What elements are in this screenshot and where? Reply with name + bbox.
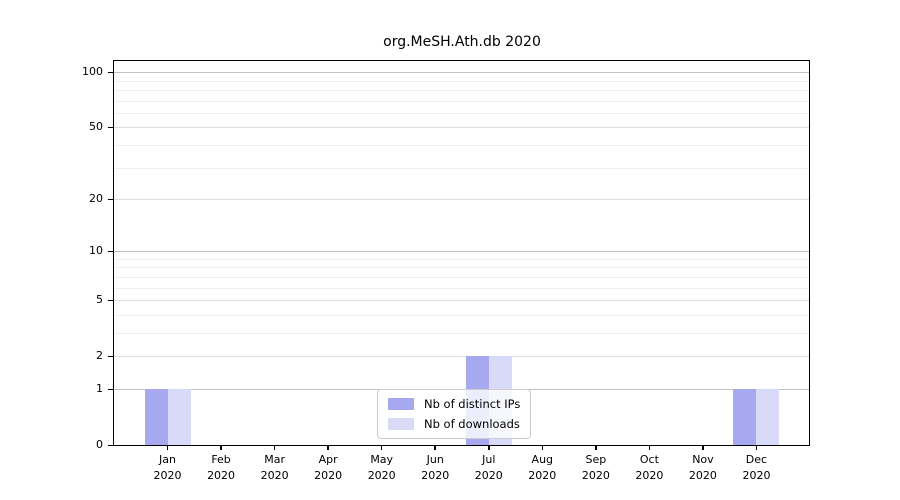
y-tick-mark	[108, 71, 113, 74]
gridline	[114, 72, 810, 74]
month-label: Mar	[264, 453, 285, 466]
x-tick-label: Sep 2020	[568, 452, 624, 483]
bar-distinct-ips	[144, 389, 168, 445]
y-tick-mark	[108, 388, 113, 390]
year-label: 2020	[153, 468, 182, 482]
y-tick-label: 2	[96, 349, 103, 363]
bar-downloads	[756, 389, 780, 445]
year-label: 2020	[421, 468, 450, 482]
y-tick-label: 50	[89, 120, 103, 134]
x-tick-label: Apr 2020	[300, 452, 356, 483]
x-tick-mark	[273, 445, 276, 450]
gridline-minor	[114, 89, 810, 91]
gridline-minor	[114, 100, 810, 102]
year-label: 2020	[581, 468, 610, 482]
y-tick-label: 0	[96, 438, 103, 451]
x-tick-label: Oct 2020	[621, 452, 677, 483]
y-tick-label: 10	[89, 244, 103, 258]
x-tick-mark	[541, 445, 544, 450]
gridline	[114, 199, 810, 201]
x-tick-mark	[166, 445, 169, 450]
gridline	[114, 356, 810, 358]
x-tick-label: Jan 2020	[140, 452, 196, 483]
gridline-minor	[114, 80, 810, 82]
x-tick-mark	[702, 445, 704, 450]
legend-item-downloads: Nb of downloads	[388, 417, 520, 431]
x-tick-label: Feb 2020	[193, 452, 249, 483]
y-tick-mark	[108, 355, 113, 358]
legend-label-distinct-ips: Nb of distinct IPs	[424, 397, 521, 411]
year-label: 2020	[314, 468, 343, 482]
y-tick-mark	[108, 250, 113, 253]
x-tick-mark	[327, 445, 329, 450]
bar-distinct-ips	[733, 389, 757, 445]
plot-area: Nb of distinct IPs Nb of downloads	[114, 61, 810, 445]
x-tick-mark	[648, 445, 651, 450]
month-label: May	[370, 453, 394, 466]
gridline	[114, 300, 810, 302]
gridline-minor	[114, 267, 810, 269]
month-label: Apr	[318, 453, 338, 466]
month-label: Sep	[585, 453, 607, 466]
gridline-minor	[114, 167, 810, 169]
gridline-minor	[114, 333, 810, 334]
gridline-minor	[114, 144, 810, 146]
y-tick-label: 5	[96, 293, 103, 307]
x-tick-label: Jun 2020	[407, 452, 463, 483]
x-tick-mark	[488, 445, 490, 450]
x-tick-mark	[434, 445, 436, 450]
gridline-minor	[114, 258, 810, 260]
month-label: Nov	[692, 453, 714, 466]
year-label: 2020	[260, 468, 289, 482]
month-label: Jan	[159, 453, 177, 466]
year-label: 2020	[688, 468, 717, 482]
year-label: 2020	[528, 468, 557, 482]
y-tick-mark	[108, 126, 113, 129]
legend-swatch-distinct-ips	[388, 398, 414, 410]
y-tick-mark	[108, 299, 113, 302]
year-label: 2020	[367, 468, 396, 482]
chart-title: org.MeSH.Ath.db 2020	[383, 34, 541, 50]
gridline-minor	[114, 112, 810, 114]
month-label: Dec	[745, 453, 768, 466]
month-label: Aug	[531, 453, 554, 466]
month-label: Oct	[639, 453, 659, 466]
year-label: 2020	[207, 468, 236, 482]
x-tick-label: Mar 2020	[247, 452, 303, 483]
gridline-minor	[114, 277, 810, 278]
gridline	[114, 127, 810, 129]
x-tick-mark	[380, 445, 383, 450]
year-label: 2020	[474, 468, 503, 482]
bar-downloads	[167, 389, 191, 445]
x-tick-label: Nov 2020	[675, 452, 731, 483]
gridline	[114, 251, 810, 253]
y-tick-label: 100	[82, 65, 103, 79]
legend-label-downloads: Nb of downloads	[424, 417, 520, 431]
y-tick-label: 1	[96, 382, 103, 395]
month-label: Jul	[482, 453, 496, 466]
x-tick-label: May 2020	[354, 452, 410, 483]
legend: Nb of distinct IPs Nb of downloads	[377, 389, 532, 439]
year-label: 2020	[635, 468, 664, 482]
x-tick-mark	[595, 445, 597, 450]
y-tick-label: 20	[89, 192, 103, 206]
legend-item-distinct-ips: Nb of distinct IPs	[388, 397, 520, 411]
x-tick-label: Jul 2020	[461, 452, 517, 483]
gridline-minor	[114, 287, 810, 289]
x-tick-mark	[220, 445, 222, 450]
y-tick-mark	[108, 444, 113, 446]
year-label: 2020	[742, 468, 771, 482]
x-tick-mark	[755, 445, 758, 450]
y-tick-mark	[108, 198, 113, 201]
month-label: Feb	[211, 453, 231, 466]
x-tick-label: Aug 2020	[514, 452, 570, 483]
gridline-minor	[114, 314, 810, 316]
legend-swatch-downloads	[388, 418, 414, 430]
x-tick-label: Dec 2020	[728, 452, 784, 483]
month-label: Jun	[426, 453, 444, 466]
